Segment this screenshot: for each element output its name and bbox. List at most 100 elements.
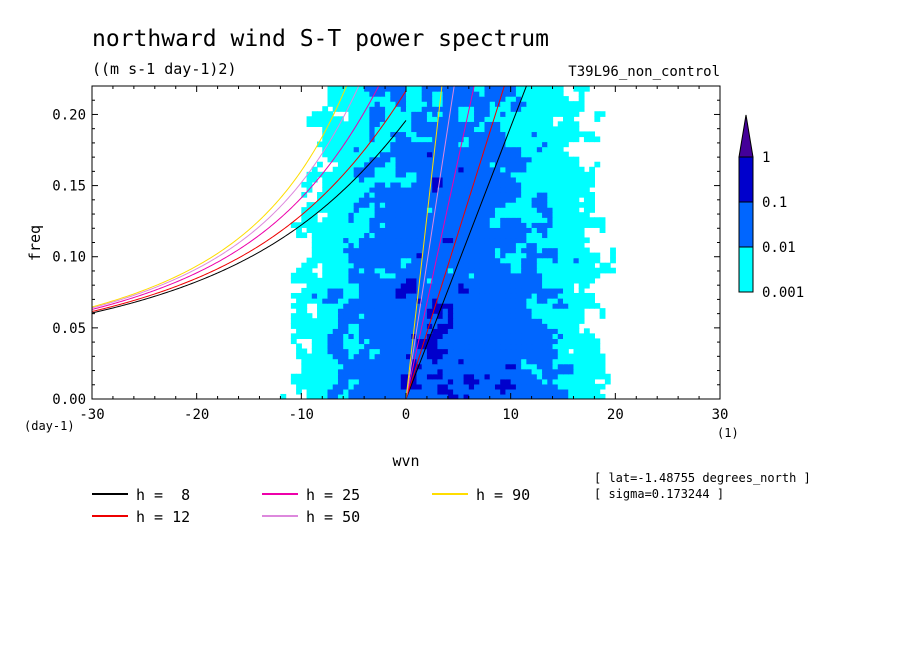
heatmap-cell [515, 207, 522, 213]
heatmap-cell [364, 186, 370, 193]
heatmap-cell [500, 388, 507, 395]
heatmap-cell [332, 136, 339, 143]
heatmap-cell [573, 186, 580, 193]
heatmap-cell [578, 192, 585, 198]
heatmap-cell [521, 313, 527, 319]
heatmap-cell [411, 242, 418, 249]
heatmap-cell [568, 217, 575, 223]
heatmap-cell [437, 353, 444, 360]
heatmap-cell [364, 277, 370, 284]
heatmap-cell [494, 232, 501, 239]
heatmap-cell [348, 151, 355, 158]
heatmap-cell [552, 287, 559, 294]
heatmap-cell [364, 267, 370, 274]
heatmap-cell [390, 207, 397, 213]
heatmap-cell [557, 358, 564, 365]
heatmap-cell [327, 373, 334, 380]
heatmap-cell [489, 368, 496, 375]
heatmap-cell [317, 292, 323, 299]
heatmap-cell [406, 277, 412, 284]
heatmap-cell [583, 237, 590, 244]
heatmap-cell [426, 252, 433, 259]
heatmap-cell [406, 197, 412, 203]
heatmap-cell [406, 298, 412, 304]
heatmap-cell [547, 353, 554, 360]
colorbar-label: 0.1 [762, 195, 787, 211]
heatmap-cell [369, 192, 376, 198]
heatmap-cell [568, 136, 575, 143]
heatmap-cell [327, 202, 334, 208]
heatmap-cell [447, 328, 454, 334]
heatmap-cell [463, 388, 470, 395]
heatmap-cell [296, 348, 302, 355]
heatmap-cell [583, 338, 590, 345]
heatmap-cell [542, 232, 548, 239]
heatmap-cell [447, 222, 454, 228]
heatmap-cell [536, 186, 543, 193]
heatmap-cell [489, 91, 496, 97]
heatmap-cell [468, 363, 475, 370]
heatmap-cell [337, 121, 344, 127]
heatmap-cell [526, 106, 533, 112]
heatmap-cell [568, 166, 575, 173]
heatmap-cell [379, 171, 386, 178]
heatmap-cell [442, 237, 449, 244]
heatmap-cell [395, 166, 402, 173]
heatmap-cell [364, 247, 370, 254]
heatmap-cell [306, 358, 313, 365]
heatmap-cell [552, 343, 559, 350]
heatmap-cell [406, 136, 412, 143]
heatmap-cell [557, 212, 564, 218]
heatmap-cell [453, 176, 459, 183]
heatmap-cell [463, 353, 470, 360]
heatmap-cell [494, 272, 501, 279]
heatmap-cell [385, 353, 391, 360]
heatmap-cell [411, 353, 418, 360]
heatmap-cell [557, 136, 564, 143]
heatmap-cell [353, 232, 360, 239]
heatmap-cell [552, 151, 559, 158]
heatmap-cell [322, 308, 329, 314]
heatmap-cell [468, 146, 475, 153]
heatmap-cell [442, 318, 449, 324]
heatmap-cell [343, 237, 350, 244]
heatmap-cell [594, 383, 601, 390]
sigma-info: [ sigma=0.173244 ] [594, 487, 724, 501]
heatmap-cell [489, 262, 496, 269]
heatmap-cell [337, 368, 344, 375]
heatmap-cell [358, 292, 365, 299]
heatmap-cell [348, 282, 355, 289]
heatmap-cell [552, 171, 559, 178]
heatmap-cell [505, 91, 512, 97]
heatmap-cell [536, 126, 543, 133]
heatmap-cell [563, 197, 569, 203]
heatmap-cell [343, 126, 350, 133]
heatmap-cell [458, 393, 465, 399]
heatmap-cell [515, 141, 522, 148]
heatmap-cell [494, 181, 501, 188]
heatmap-cell [552, 323, 559, 329]
heatmap-cell [442, 393, 449, 399]
heatmap-cell [583, 181, 590, 188]
heatmap-cell [337, 151, 344, 158]
heatmap-cell [531, 242, 538, 249]
heatmap-cell [442, 378, 449, 385]
heatmap-cell [510, 217, 517, 223]
heatmap-cell [327, 181, 334, 188]
units-label: ((m s-1 day-1)2) [92, 60, 237, 78]
heatmap-cell [343, 282, 350, 289]
heatmap-cell [568, 161, 575, 168]
heatmap-cell [536, 318, 543, 324]
heatmap-cell [578, 358, 585, 365]
heatmap-cell [358, 282, 365, 289]
heatmap-cell [489, 313, 496, 319]
heatmap-cell [395, 186, 402, 193]
heatmap-cell [578, 333, 585, 340]
heatmap-cell [521, 116, 527, 122]
heatmap-cell [463, 151, 470, 158]
heatmap-cell [348, 227, 355, 233]
heatmap-cell [589, 197, 595, 203]
heatmap-cell [327, 323, 334, 329]
heatmap-cell [411, 202, 418, 208]
heatmap-cell [578, 257, 585, 264]
